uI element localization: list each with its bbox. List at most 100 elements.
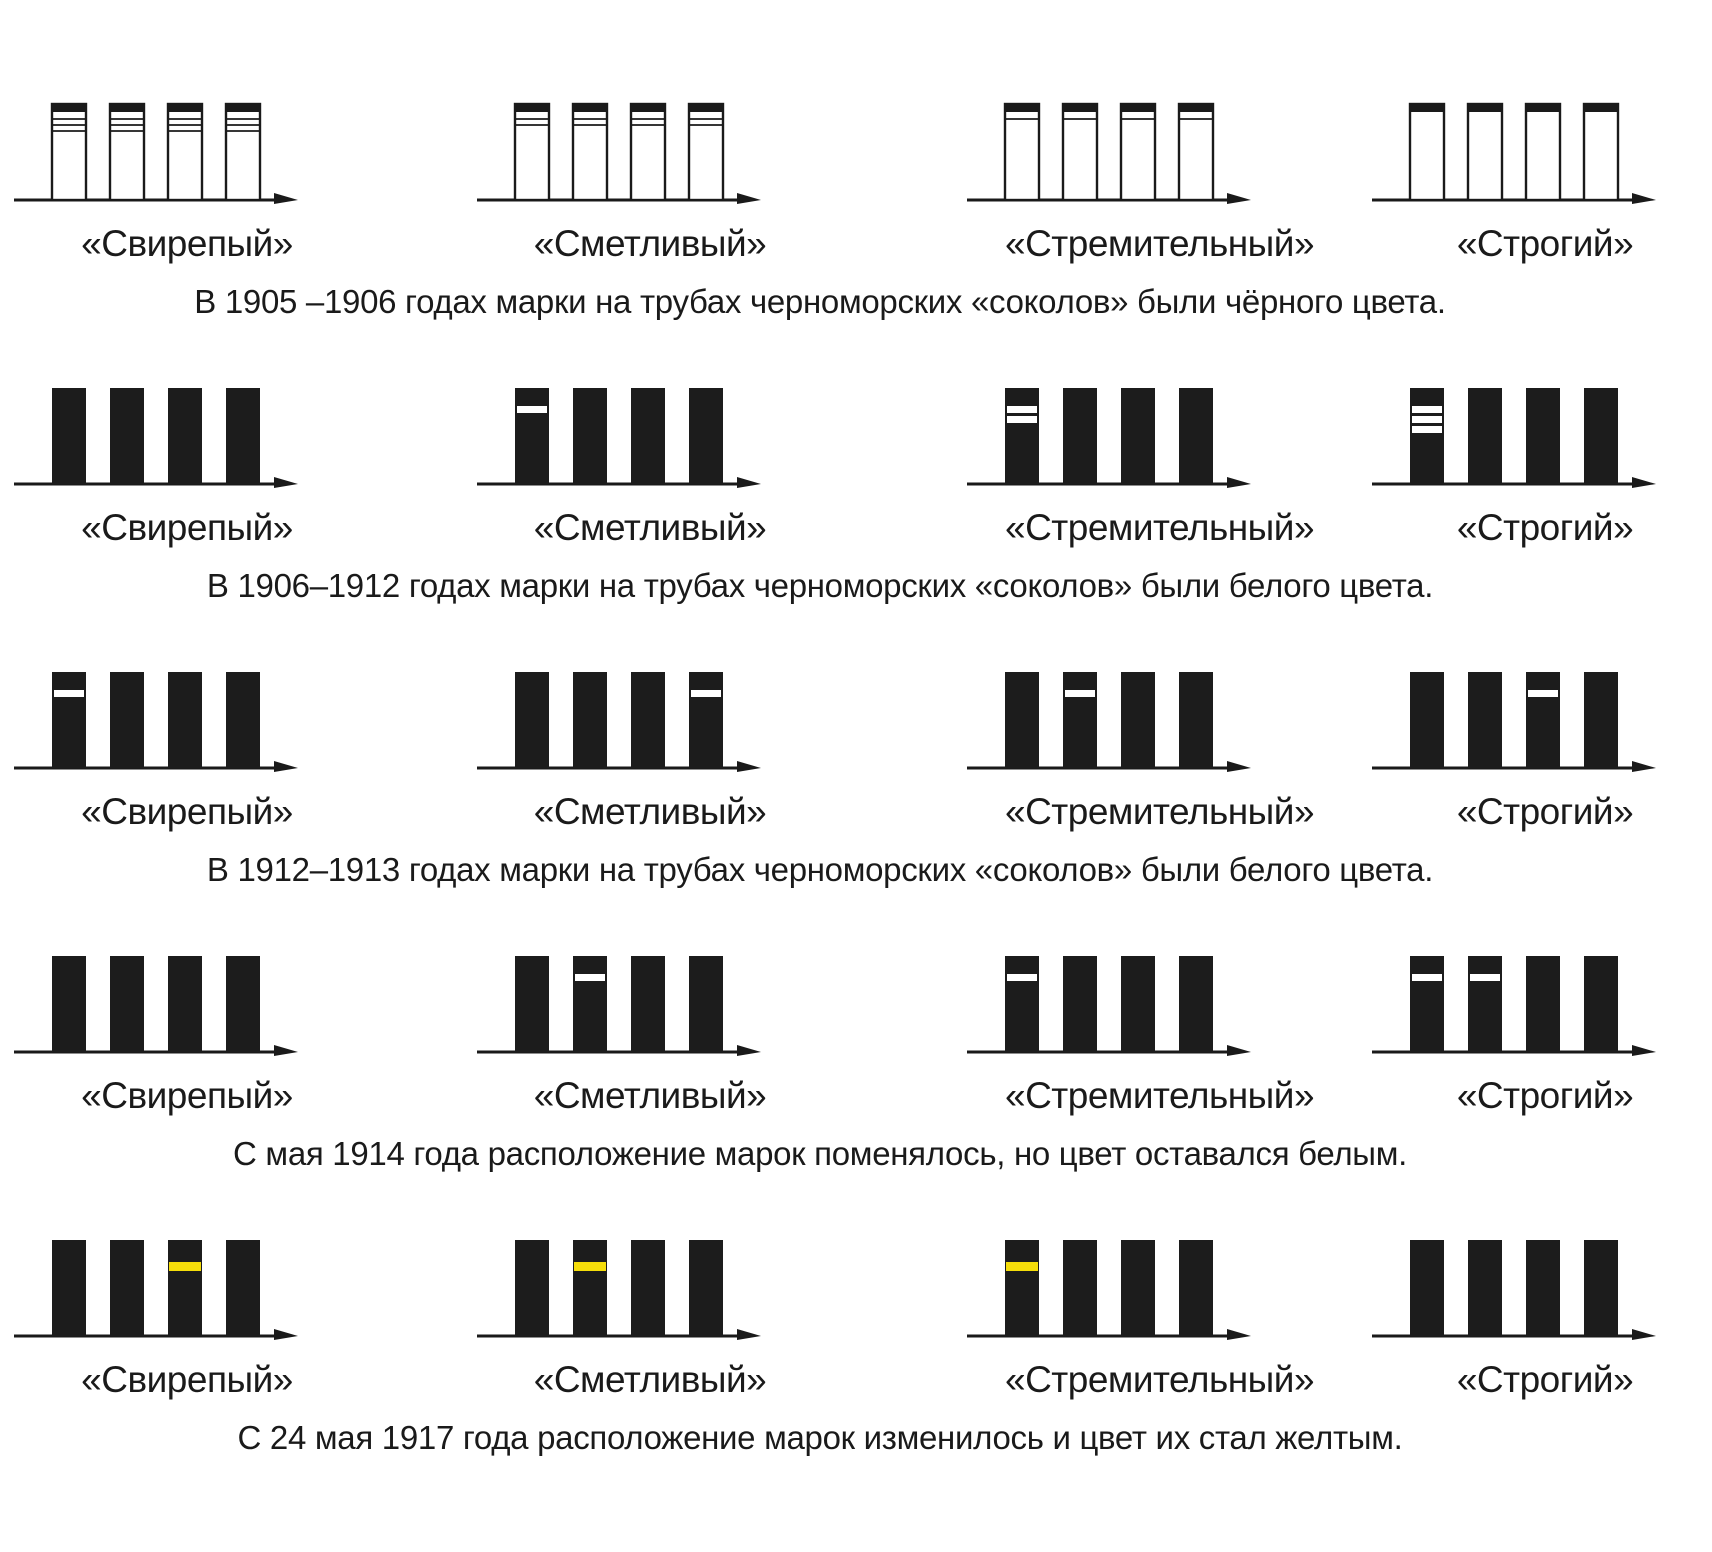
funnel bbox=[110, 956, 144, 1052]
funnel bbox=[110, 1240, 144, 1336]
funnel bbox=[1468, 672, 1502, 768]
ship-strogy: «Строгий» bbox=[1370, 952, 1710, 1142]
funnel bbox=[168, 1240, 202, 1336]
funnel bbox=[1005, 1240, 1039, 1336]
funnel-cap bbox=[688, 103, 724, 112]
funnels-drawing bbox=[477, 672, 761, 772]
funnel-cap bbox=[1004, 103, 1040, 112]
funnel bbox=[631, 388, 665, 484]
funnel bbox=[689, 956, 723, 1052]
funnel bbox=[1526, 388, 1560, 484]
ship-name: «Сметливый» bbox=[533, 791, 767, 832]
ship-stremitelny: «Стремительный» bbox=[965, 952, 1315, 1142]
ship-name: «Строгий» bbox=[1456, 1359, 1634, 1400]
funnel bbox=[1121, 1240, 1155, 1336]
period-caption: С 24 мая 1917 года расположение марок из… bbox=[237, 1419, 1403, 1456]
baseline-arrowhead bbox=[1632, 193, 1656, 204]
funnel-cap bbox=[1583, 103, 1619, 112]
funnels-drawing bbox=[14, 956, 298, 1056]
funnel-cap bbox=[51, 103, 87, 112]
funnel bbox=[1410, 388, 1444, 484]
funnel-mark bbox=[1007, 416, 1037, 423]
funnel bbox=[1468, 388, 1502, 484]
ship-stremitelny: «Стремительный» bbox=[965, 1236, 1315, 1426]
funnel-cap bbox=[1178, 103, 1214, 112]
baseline-arrowhead bbox=[1632, 761, 1656, 772]
funnel bbox=[631, 956, 665, 1052]
funnel-mark bbox=[1412, 416, 1442, 423]
funnel bbox=[52, 1240, 86, 1336]
ship-name: «Строгий» bbox=[1456, 507, 1634, 548]
ship-name: «Стремительный» bbox=[1005, 1075, 1315, 1116]
funnel bbox=[52, 672, 86, 768]
ship-name: «Свирепый» bbox=[81, 1359, 293, 1400]
ship-strogy: «Строгий» bbox=[1370, 100, 1710, 290]
funnel bbox=[631, 1240, 665, 1336]
funnel-mark bbox=[1470, 974, 1500, 981]
funnel-mark bbox=[1412, 974, 1442, 981]
funnel bbox=[1179, 388, 1213, 484]
funnel-mark bbox=[1528, 690, 1558, 697]
funnel bbox=[226, 672, 260, 768]
funnel bbox=[1526, 672, 1560, 768]
baseline-arrowhead bbox=[737, 1329, 761, 1340]
baseline-arrowhead bbox=[1227, 761, 1251, 772]
period-caption: В 1905 –1906 годах марки на трубах черно… bbox=[194, 283, 1446, 320]
funnel bbox=[1061, 102, 1099, 202]
funnel bbox=[1410, 1240, 1444, 1336]
funnel bbox=[1063, 1240, 1097, 1336]
funnel bbox=[1410, 956, 1444, 1052]
funnel bbox=[1408, 102, 1446, 202]
funnel bbox=[224, 102, 262, 202]
funnel bbox=[1584, 672, 1618, 768]
funnel bbox=[1121, 672, 1155, 768]
funnel bbox=[1582, 102, 1620, 202]
ship-svirepy: «Свирепый» bbox=[12, 668, 352, 858]
period-1912-1913: «Свирепый» «Сметливый» «Стремительный» «… bbox=[0, 668, 1712, 952]
ship-name: «Стремительный» bbox=[1005, 507, 1315, 548]
funnel bbox=[513, 102, 551, 202]
funnel bbox=[226, 388, 260, 484]
funnel bbox=[1005, 672, 1039, 768]
ship-name: «Свирепый» bbox=[81, 791, 293, 832]
ship-name: «Строгий» bbox=[1456, 223, 1634, 264]
funnel bbox=[226, 1240, 260, 1336]
baseline-arrowhead bbox=[274, 1045, 298, 1056]
funnel bbox=[1179, 956, 1213, 1052]
funnel-mark bbox=[1007, 406, 1037, 413]
ship-smetlivy: «Сметливый» bbox=[475, 668, 815, 858]
ship-name: «Сметливый» bbox=[533, 507, 767, 548]
funnel bbox=[571, 102, 609, 202]
period-1914: «Свирепый» «Сметливый» «Стремительный» «… bbox=[0, 952, 1712, 1236]
ship-strogy: «Строгий» bbox=[1370, 384, 1710, 574]
funnel bbox=[1005, 388, 1039, 484]
funnel-cap bbox=[630, 103, 666, 112]
funnel-cap bbox=[514, 103, 550, 112]
period-1917: «Свирепый» «Сметливый» «Стремительный» «… bbox=[0, 1236, 1712, 1520]
funnel bbox=[1526, 1240, 1560, 1336]
funnel bbox=[1410, 672, 1444, 768]
funnel-cap bbox=[109, 103, 145, 112]
baseline-arrowhead bbox=[737, 193, 761, 204]
ship-name: «Строгий» bbox=[1456, 791, 1634, 832]
funnel bbox=[1466, 102, 1504, 202]
funnel-cap bbox=[167, 103, 203, 112]
baseline-arrowhead bbox=[1632, 477, 1656, 488]
funnels-drawing bbox=[14, 1240, 298, 1340]
baseline-arrowhead bbox=[274, 761, 298, 772]
funnels-drawing bbox=[967, 672, 1251, 772]
funnel bbox=[1121, 388, 1155, 484]
funnel-mark bbox=[575, 974, 605, 981]
ship-name: «Сметливый» bbox=[533, 1075, 767, 1116]
funnel-cap bbox=[1467, 103, 1503, 112]
funnel bbox=[1121, 956, 1155, 1052]
funnel-mark bbox=[169, 1262, 201, 1271]
funnels-drawing bbox=[1372, 388, 1656, 488]
ship-name: «Свирепый» bbox=[81, 507, 293, 548]
funnels-drawing bbox=[1372, 1240, 1656, 1340]
baseline-arrowhead bbox=[1632, 1045, 1656, 1056]
funnel-cap bbox=[1525, 103, 1561, 112]
funnel-mark bbox=[1412, 406, 1442, 413]
ship-smetlivy: «Сметливый» bbox=[475, 100, 815, 290]
